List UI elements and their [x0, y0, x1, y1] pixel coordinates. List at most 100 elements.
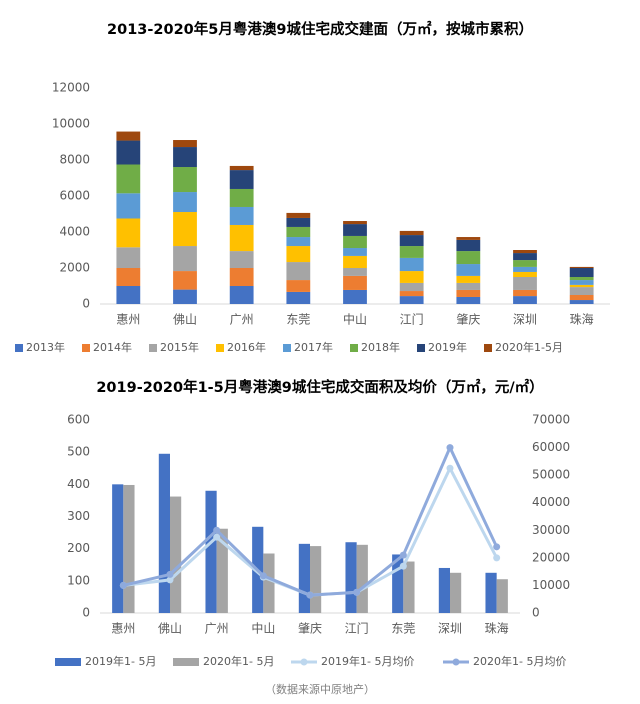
point: [399, 562, 407, 570]
bar: [496, 579, 508, 613]
bar-segment: [229, 206, 254, 225]
chart-title: 2019-2020年1-5月粤港澳9城住宅成交面积及均价（万㎡，元/㎡）: [96, 378, 543, 396]
legend-label: 2019年1- 5月均价: [321, 654, 414, 668]
bar-segment: [343, 235, 367, 249]
bar: [170, 496, 182, 613]
bar-segment: [116, 193, 141, 219]
legend-swatch: [82, 344, 90, 352]
y-tick-label: 12000: [52, 81, 90, 95]
legend-label: 2019年: [428, 340, 467, 354]
y2-tick-label: 70000: [532, 413, 570, 427]
legend-label: 2017年: [294, 340, 333, 354]
bar: [438, 567, 450, 613]
legend-label: 2019年1- 5月: [85, 654, 156, 668]
legend-label: 2014年: [93, 340, 132, 354]
x-tick-label: 佛山: [173, 313, 197, 327]
bar-segment: [456, 239, 481, 252]
bar-segment: [399, 296, 424, 304]
bar-segment: [286, 262, 311, 281]
y2-tick-label: 50000: [532, 468, 570, 482]
bar-segment: [569, 295, 594, 301]
bar: [450, 572, 462, 613]
bar: [205, 490, 217, 613]
bar-segment: [286, 280, 311, 292]
bar-segment: [116, 218, 141, 248]
bar-segment: [343, 248, 367, 256]
x-tick-label: 惠州: [116, 313, 140, 327]
bar: [485, 572, 497, 613]
legend-swatch: [283, 344, 291, 352]
bar-segment: [569, 287, 594, 295]
bar-segment: [286, 246, 311, 263]
bar-segment: [229, 188, 254, 207]
bar-segment: [116, 268, 141, 286]
legend-label: 2020年1- 5月均价: [473, 654, 566, 668]
y-tick-label: 600: [67, 413, 90, 427]
source-note: （数据来源中原地产）: [265, 682, 375, 696]
x-tick-label: 东莞: [286, 313, 310, 327]
bar-segment: [229, 224, 254, 252]
bar-segment: [399, 257, 424, 272]
bar: [345, 542, 357, 613]
bar-segment: [456, 237, 481, 240]
x-tick-label: 深圳: [438, 622, 462, 636]
bar-segment: [173, 246, 197, 272]
bar-segment: [286, 217, 311, 227]
bar-segment: [343, 221, 367, 225]
bar-segment: [513, 271, 537, 277]
bar-segment: [513, 296, 537, 304]
bar-segment: [456, 264, 481, 276]
bar: [112, 484, 124, 613]
bar: [298, 543, 310, 613]
y-tick-label: 6000: [59, 189, 90, 203]
bar-segment: [343, 275, 367, 290]
bar-segment: [513, 266, 537, 272]
bar-segment: [569, 277, 594, 281]
x-tick-label: 珠海: [570, 312, 594, 327]
bar-segment: [513, 277, 537, 290]
bar-segment: [343, 268, 367, 276]
x-tick-label: 江门: [400, 312, 424, 327]
point: [166, 576, 174, 584]
point: [446, 444, 454, 452]
x-tick-label: 江门: [345, 621, 369, 636]
point: [306, 591, 314, 599]
y-tick-label: 0: [82, 606, 90, 620]
x-tick-label: 肇庆: [456, 312, 480, 327]
bar-segment: [286, 237, 311, 247]
point: [259, 572, 267, 580]
y-tick-label: 4000: [59, 225, 90, 239]
x-tick-label: 中山: [343, 312, 367, 327]
bar-segment: [513, 289, 537, 297]
point: [213, 526, 221, 534]
x-tick-label: 中山: [251, 621, 275, 636]
bar-segment: [173, 271, 197, 290]
x-tick-label: 东莞: [391, 622, 415, 636]
x-tick-label: 佛山: [158, 622, 182, 636]
legend-swatch: [55, 658, 81, 666]
legend-label: 2020年1- 5月: [203, 654, 274, 668]
bar-segment: [173, 140, 197, 148]
x-tick-label: 深圳: [513, 313, 537, 327]
x-tick-label: 广州: [205, 622, 229, 636]
bar-segment: [399, 271, 424, 283]
y-tick-label: 400: [67, 477, 90, 491]
legend-swatch: [149, 344, 157, 352]
bar: [158, 453, 170, 613]
y-tick-label: 100: [67, 573, 90, 587]
bar-segment: [116, 164, 141, 194]
y2-tick-label: 60000: [532, 440, 570, 454]
bar-segment: [173, 289, 197, 304]
point: [493, 554, 501, 562]
y-tick-label: 300: [67, 509, 90, 523]
legend-marker: [300, 658, 308, 666]
y-tick-label: 10000: [52, 117, 90, 131]
bar-segment: [456, 289, 481, 297]
bar-segment: [229, 251, 254, 268]
bar-segment: [286, 291, 311, 304]
bar-segment: [399, 246, 424, 258]
legend-swatch: [417, 344, 425, 352]
bar-segment: [569, 266, 594, 268]
bar: [310, 546, 322, 613]
